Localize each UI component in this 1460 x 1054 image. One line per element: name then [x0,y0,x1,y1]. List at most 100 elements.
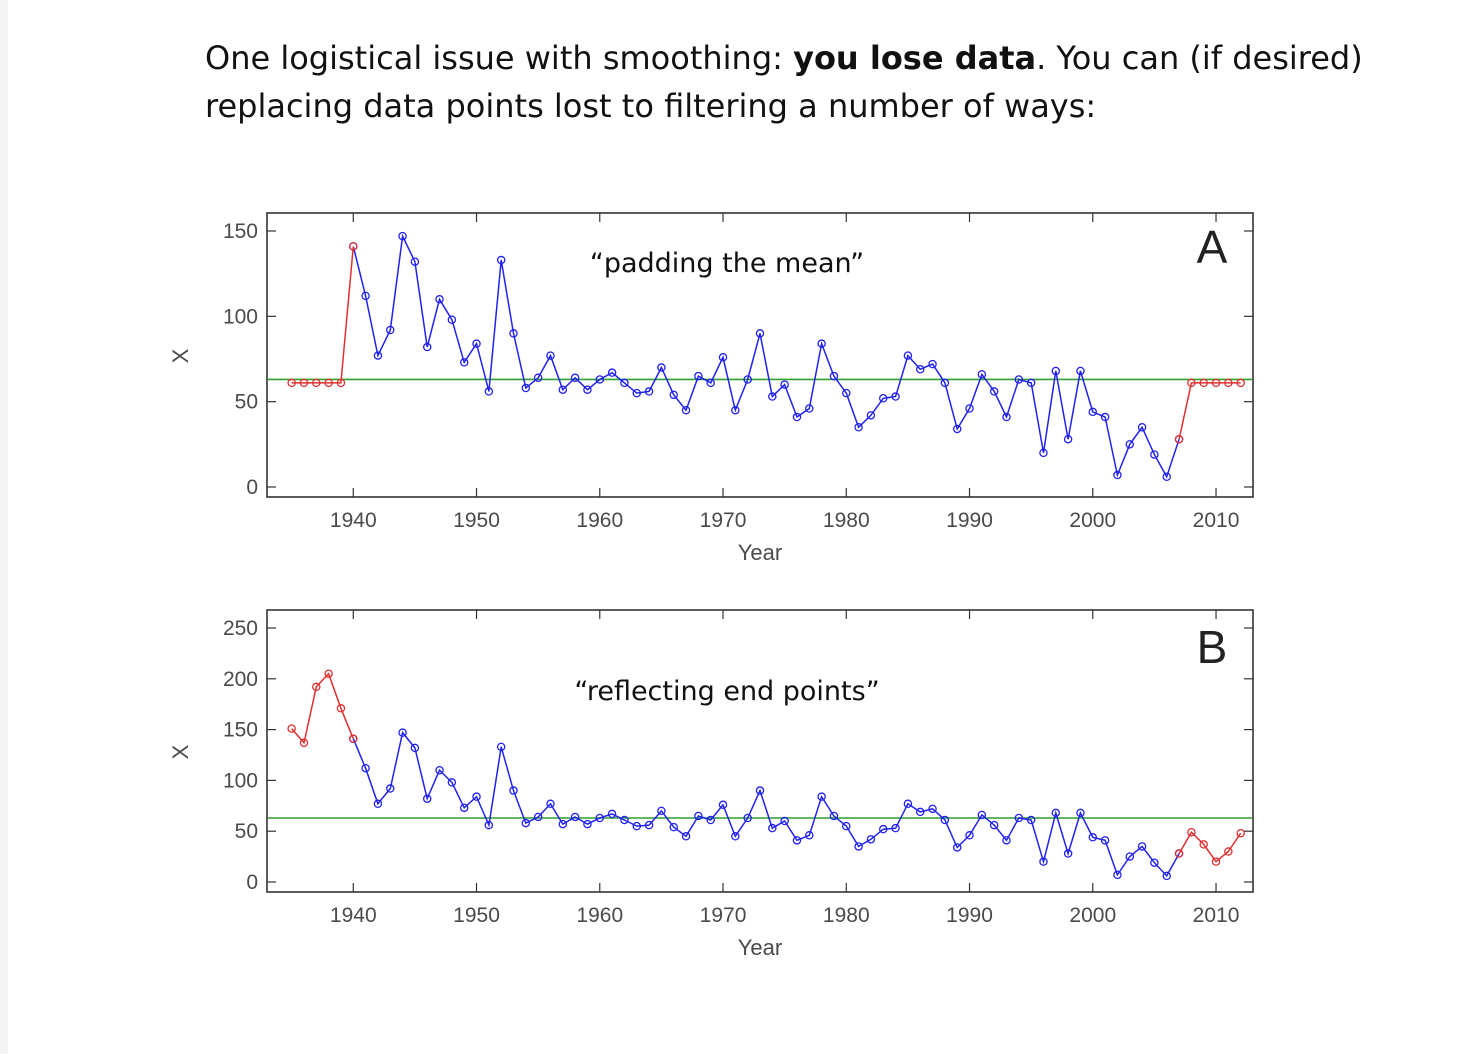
data-point-original [940,815,950,825]
data-point-filled [1187,827,1196,837]
data-point-original [496,255,506,265]
data-point-filled [1236,378,1245,388]
data-point-original [546,799,555,809]
series-line-filled [291,246,355,384]
data-point-original [484,387,494,396]
data-point-original [1063,434,1073,444]
data-point-original [422,342,432,352]
data-point-original [509,329,518,338]
data-point-original [669,390,678,400]
plot-frame [266,212,1254,498]
data-point-original [1088,833,1098,842]
data-point-original [928,359,937,369]
data-point-original [644,820,654,830]
y-tick-label: 200 [223,668,258,691]
y-axis-label: X [168,744,193,759]
x-tick-label: 1990 [946,904,993,927]
data-point-original [435,765,444,775]
data-point-filled [336,378,346,388]
data-point-original [1051,366,1061,376]
data-point-original [706,815,715,825]
data-point-original [657,806,666,816]
data-point-original [866,835,876,844]
data-point-filled [1174,849,1184,858]
data-point-filled [299,378,309,388]
x-axis-label: Year [738,540,782,565]
data-point-original [410,257,420,266]
data-point-original [1137,423,1147,432]
data-point-original [1137,842,1147,851]
data-point-original [1100,836,1110,845]
series-line-original [352,233,1180,479]
data-point-original [361,763,370,773]
data-point-original [398,728,407,737]
data-point-original [472,792,481,801]
y-tick-label: 150 [223,220,258,243]
data-point-original [1100,412,1110,422]
x-tick-label: 2000 [1069,904,1116,927]
x-tick-label: 1940 [330,509,377,532]
x-tick-label: 1990 [946,509,993,532]
x-tick-label: 1980 [823,509,870,532]
x-tick-label: 1970 [700,509,747,532]
data-point-original [842,388,851,398]
series-line-original [352,730,1180,878]
data-point-original [1002,412,1011,422]
data-point-original [829,371,839,381]
data-point-filled [287,378,296,388]
data-point-filled [1187,378,1196,388]
x-tick-label: 1960 [576,509,623,532]
y-axis-label: X [168,348,193,363]
slide-edge [0,0,8,1054]
data-point-original [829,811,839,821]
data-point-original [435,295,444,304]
data-point-original [1002,836,1011,845]
y-tick-label: 50 [235,391,258,414]
x-tick-label: 2000 [1069,509,1116,532]
data-point-original [459,803,469,813]
data-point-original [879,824,888,834]
data-point-original [373,351,383,360]
x-tick-label: 1970 [700,904,747,927]
data-point-original [842,821,851,831]
data-point-original [1014,813,1024,823]
x-tick-label: 1940 [330,904,377,927]
data-point-original [484,820,494,830]
data-point-original [1113,870,1122,880]
data-point-original [817,792,826,801]
data-point-filled [1199,840,1208,849]
data-point-filled [287,724,296,733]
data-point-original [681,832,691,841]
data-point-original [694,811,703,821]
data-point-original [595,813,605,823]
data-point-original [768,392,777,401]
data-point-original [731,405,740,415]
data-point-original [669,822,678,832]
data-point-original [731,832,740,841]
data-point-original [1125,852,1135,861]
panel-label: A [1197,221,1228,273]
data-point-filled [1199,378,1208,388]
data-point-original [915,807,925,817]
data-point-filled [336,704,346,713]
series-line-filled [1178,382,1241,440]
x-tick-label: 1950 [453,509,500,532]
data-point-filled [312,378,321,388]
data-point-original [509,786,518,795]
heading-text-rest: . You can (if desired) replacing data po… [205,39,1363,125]
heading-bold-text: you lose data [793,39,1037,77]
data-point-original [694,371,703,381]
data-point-original [385,325,395,335]
chart-panel-a: 0 50 100 150 1940 1950 1960 1970 1980 1990 2000 201… [168,212,1254,565]
data-point-original [570,373,580,383]
plot-frame [266,609,1254,893]
data-point-filled [1174,434,1184,444]
data-point-original [447,778,457,787]
data-point-original [410,743,420,753]
data-point-original [681,405,691,415]
data-point-original [583,385,592,394]
data-point-original [521,383,531,393]
data-point-original [755,329,765,338]
data-point-original [977,810,987,820]
